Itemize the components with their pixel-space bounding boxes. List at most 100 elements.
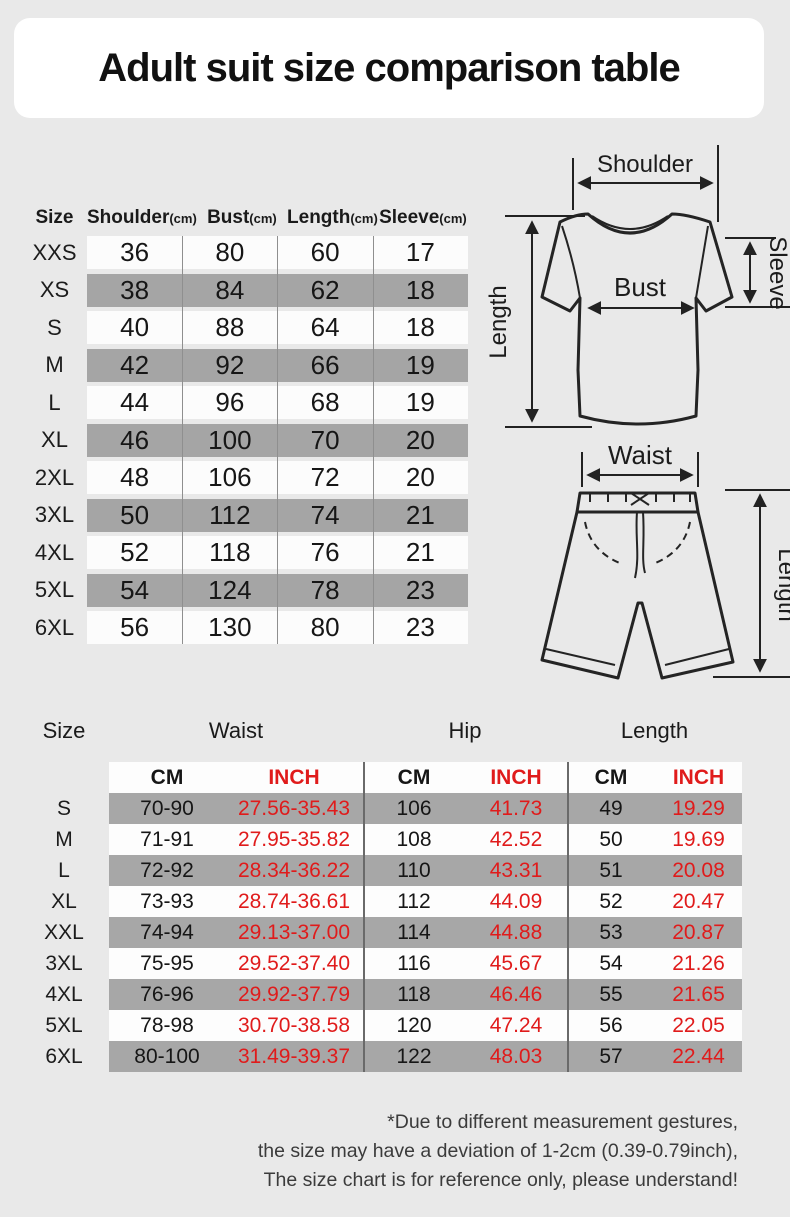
size-cell: L xyxy=(58,858,70,882)
table-row: XXS 36 80 60 17 xyxy=(22,236,468,269)
table-row: 5XL 54 124 78 23 xyxy=(22,573,468,607)
hip-cm-cell: 108 xyxy=(396,827,432,851)
length-cell: 74 xyxy=(310,499,340,530)
waist-inch-header: INCH xyxy=(268,765,320,789)
waist-inch-cell: 29.13-37.00 xyxy=(237,920,351,944)
length-cell: 76 xyxy=(310,537,340,567)
length-cm-cell: 57 xyxy=(599,1044,623,1068)
sleeve-cell: 21 xyxy=(405,499,435,530)
size-cell: XS xyxy=(39,277,70,302)
group-header-size: Size xyxy=(42,718,86,743)
length-inch-cell: 22.05 xyxy=(672,1013,725,1037)
column-divider xyxy=(277,236,278,644)
hip-cm-cell: 118 xyxy=(397,982,431,1006)
size-cell: 3XL xyxy=(34,502,75,527)
shirt-length-arrow xyxy=(505,215,592,428)
waist-inch-cell: 28.74-36.61 xyxy=(237,889,351,913)
length-cm-cell: 49 xyxy=(599,796,623,820)
waist-inch-cell: 27.95-35.82 xyxy=(237,827,351,851)
row-band: 40 88 64 18 xyxy=(87,311,468,344)
waist-inch-cell: 31.49-39.37 xyxy=(237,1044,351,1068)
length-cm-cell: 55 xyxy=(599,982,623,1006)
table-row: XXL 74-94 29.13-37.00 114 44.88 53 20.87 xyxy=(19,917,742,948)
shoulder-cell: 46 xyxy=(120,424,150,455)
shorts-table-header: Size Waist Hip Length xyxy=(19,714,742,748)
sleeve-cell: 17 xyxy=(405,237,435,267)
length-inch-cell: 20.47 xyxy=(672,889,725,913)
hip-inch-cell: 44.88 xyxy=(489,920,543,944)
shirt-table-header: Size Shoulder(cm) Bust(cm) Length(cm) Sl… xyxy=(22,200,468,236)
bust-cell: 112 xyxy=(209,499,251,530)
shirt-size-table: Size Shoulder(cm) Bust(cm) Length(cm) Sl… xyxy=(22,200,468,649)
shorts-outline xyxy=(540,491,735,680)
size-cell: 2XL xyxy=(34,464,75,490)
length-inch-cell: 19.29 xyxy=(672,796,725,820)
row-band: 73-93 28.74-36.61 112 44.09 52 20.47 xyxy=(109,886,742,917)
table-row: 4XL 76-96 29.92-37.79 118 46.46 55 21.65 xyxy=(19,979,742,1010)
shoulder-cell: 54 xyxy=(120,574,150,605)
size-cell: 6XL xyxy=(45,1044,83,1068)
length-inch-header: INCH xyxy=(672,765,725,789)
table-row: L 72-92 28.34-36.22 110 43.31 51 20.08 xyxy=(19,855,742,886)
hip-cm-cell: 106 xyxy=(396,796,432,820)
table-row: XS 38 84 62 18 xyxy=(22,273,468,307)
shoulder-cell: 48 xyxy=(120,462,150,492)
hip-cm-cell: 116 xyxy=(397,951,431,975)
shoulder-cell: 42 xyxy=(120,349,150,380)
sleeve-cell: 23 xyxy=(405,574,435,605)
unit-label: (cm) xyxy=(350,211,378,226)
waist-cm-cell: 70-90 xyxy=(140,796,194,820)
waist-cm-cell: 78-98 xyxy=(140,1013,194,1037)
row-band: 80-100 31.49-39.37 122 48.03 57 22.44 xyxy=(109,1041,742,1072)
hip-inch-cell: 45.67 xyxy=(489,951,543,975)
hip-cm-cell: 112 xyxy=(397,889,431,913)
size-cell: M xyxy=(45,352,64,377)
shoulder-arrow xyxy=(572,145,719,222)
bust-cell: 88 xyxy=(215,312,245,342)
garment-diagram-svg: Shoulder Bust Length Sleeve xyxy=(485,145,790,680)
shorts-table-subheader: CM INCH CM INCH CM INCH xyxy=(19,762,742,793)
bust-cell: 96 xyxy=(215,387,245,417)
size-cell: 4XL xyxy=(34,539,75,565)
waist-inch-cell: 28.34-36.22 xyxy=(237,858,351,882)
size-cell: XXL xyxy=(44,920,84,944)
sleeve-cell: 20 xyxy=(405,462,435,492)
row-band: 54 124 78 23 xyxy=(87,573,468,607)
length-inch-cell: 20.87 xyxy=(672,920,725,944)
size-cell: 6XL xyxy=(34,614,75,640)
waist-arrow xyxy=(581,452,699,487)
bust-cell: 130 xyxy=(208,612,252,642)
footnote-line: the size may have a deviation of 1-2cm (… xyxy=(257,1140,738,1162)
table-row: L 44 96 68 19 xyxy=(22,386,468,419)
subheader-spacer xyxy=(19,762,109,793)
waist-cm-cell: 75-95 xyxy=(140,951,194,975)
row-band: 76-96 29.92-37.79 118 46.46 55 21.65 xyxy=(109,979,742,1010)
bust-cell: 100 xyxy=(208,424,252,455)
length-inch-cell: 21.65 xyxy=(672,982,725,1006)
length-cell: 78 xyxy=(310,574,340,605)
bust-label: Bust xyxy=(614,272,667,302)
length-cell: 68 xyxy=(310,387,340,417)
length-cell: 64 xyxy=(310,312,340,342)
column-header-bust: Bust(cm) xyxy=(207,207,277,228)
bust-cell: 84 xyxy=(215,274,245,305)
waist-cm-header: CM xyxy=(150,765,184,789)
group-divider xyxy=(567,762,569,1072)
hip-cm-cell: 110 xyxy=(397,858,431,882)
waist-cm-cell: 76-96 xyxy=(140,982,194,1006)
hip-inch-cell: 43.31 xyxy=(489,858,543,882)
waist-inch-cell: 29.92-37.79 xyxy=(237,982,351,1006)
table-row: 6XL 80-100 31.49-39.37 122 48.03 57 22.4… xyxy=(19,1041,742,1072)
size-cell: L xyxy=(48,389,61,415)
sleeve-arrow xyxy=(725,237,790,308)
length-inch-cell: 21.26 xyxy=(672,951,725,975)
sleeve-cell: 23 xyxy=(405,612,435,642)
shoulder-cell: 50 xyxy=(120,499,150,530)
waist-cm-cell: 72-92 xyxy=(140,858,194,882)
drawstring-icon xyxy=(630,492,650,579)
waist-cm-cell: 73-93 xyxy=(140,889,194,913)
size-cell: S xyxy=(47,314,62,340)
bust-cell: 124 xyxy=(208,574,252,605)
length-cell: 80 xyxy=(310,612,340,642)
size-cell: M xyxy=(55,827,73,851)
